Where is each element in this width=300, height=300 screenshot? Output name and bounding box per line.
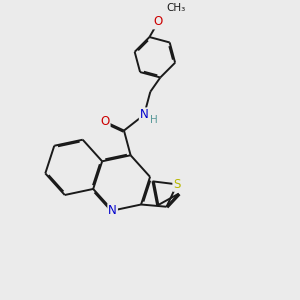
Text: N: N — [140, 108, 148, 121]
Text: O: O — [154, 15, 163, 28]
Text: H: H — [150, 115, 157, 125]
Text: CH₃: CH₃ — [166, 3, 185, 13]
Text: O: O — [100, 115, 109, 128]
Text: N: N — [108, 204, 117, 217]
Text: S: S — [173, 178, 181, 191]
